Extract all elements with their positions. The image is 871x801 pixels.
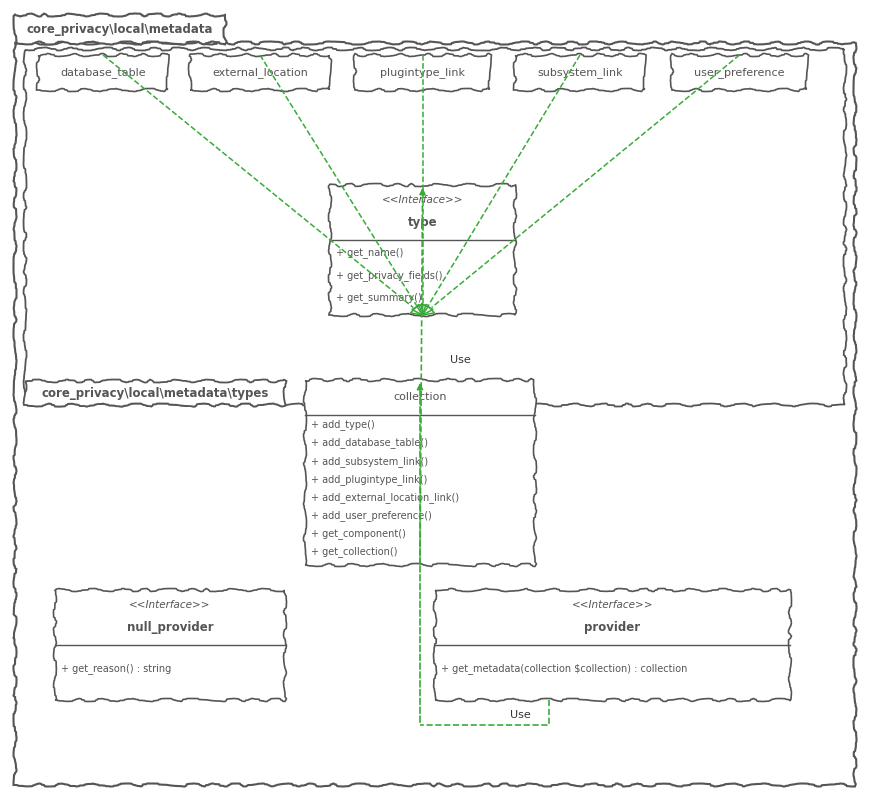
Bar <box>38 55 168 90</box>
Text: + get_metadata(collection $collection) : collection: + get_metadata(collection $collection) :… <box>441 662 687 674</box>
Text: Use: Use <box>450 355 470 365</box>
Text: + add_user_preference(): + add_user_preference() <box>311 510 432 521</box>
Text: + add_external_location_link(): + add_external_location_link() <box>311 492 459 503</box>
Text: subsystem_link: subsystem_link <box>537 67 623 78</box>
Text: plugintype_link: plugintype_link <box>380 67 465 78</box>
Bar <box>330 185 515 315</box>
Bar <box>25 381 285 405</box>
Bar <box>435 590 790 700</box>
Text: external_location: external_location <box>212 67 308 78</box>
Text: + add_type(): + add_type() <box>311 420 375 430</box>
Text: + get_privacy_fields(): + get_privacy_fields() <box>336 270 442 280</box>
Text: + get_summary(): + get_summary() <box>336 292 422 304</box>
Text: provider: provider <box>584 621 640 634</box>
Text: <<Interface>>: <<Interface>> <box>381 195 463 205</box>
Bar <box>55 590 285 700</box>
Text: core_privacy\local\metadata\types: core_privacy\local\metadata\types <box>41 387 268 400</box>
Text: type: type <box>408 216 437 229</box>
Bar <box>305 380 535 565</box>
Text: collection: collection <box>393 392 447 402</box>
Text: database_table: database_table <box>60 67 145 78</box>
Text: + add_plugintype_link(): + add_plugintype_link() <box>311 473 428 485</box>
Text: <<Interface>>: <<Interface>> <box>129 601 211 610</box>
Text: user_preference: user_preference <box>694 67 785 78</box>
Bar <box>672 55 807 90</box>
Text: + get_collection(): + get_collection() <box>311 546 397 557</box>
Bar <box>515 55 645 90</box>
Bar <box>25 49 845 405</box>
Text: + add_database_table(): + add_database_table() <box>311 437 428 449</box>
Bar <box>190 55 330 90</box>
Text: Use: Use <box>510 710 530 720</box>
Text: + add_subsystem_link(): + add_subsystem_link() <box>311 456 429 466</box>
Bar <box>355 55 490 90</box>
Text: <<Interface>>: <<Interface>> <box>571 601 653 610</box>
Text: core_privacy\local\metadata: core_privacy\local\metadata <box>27 22 213 35</box>
Text: + get_reason() : string: + get_reason() : string <box>61 662 172 674</box>
Text: + get_component(): + get_component() <box>311 528 406 539</box>
Text: + get_name(): + get_name() <box>336 247 403 258</box>
Text: null_provider: null_provider <box>126 621 213 634</box>
Bar <box>15 15 225 43</box>
